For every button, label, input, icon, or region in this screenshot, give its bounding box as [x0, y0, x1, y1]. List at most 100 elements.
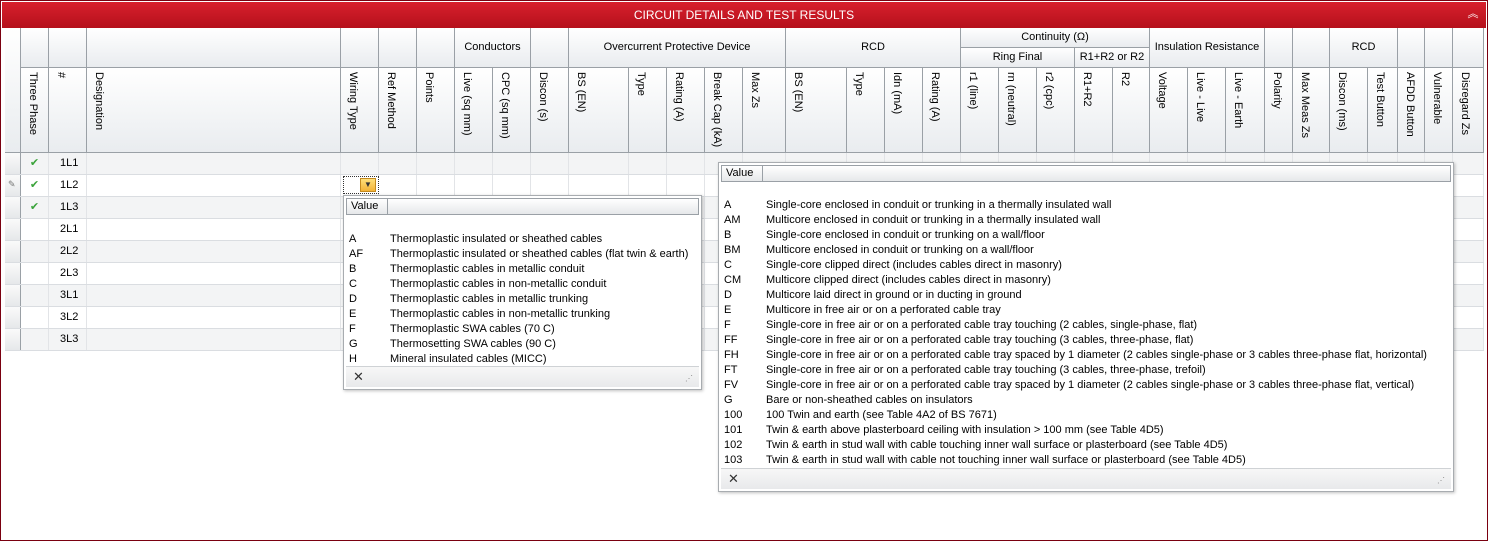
grid-cell[interactable] — [379, 175, 417, 196]
dropdown-option[interactable]: 101 Twin & earth above plasterboard ceili… — [724, 423, 1421, 438]
grid-cell[interactable] — [531, 153, 569, 174]
dropdown-option[interactable]: C Single-core clipped direct (includes ca… — [724, 258, 1421, 273]
grid-cell[interactable] — [417, 153, 455, 174]
grid-cell[interactable] — [455, 175, 493, 196]
grid-cell[interactable] — [379, 153, 417, 174]
column-header[interactable]: Idn (mA) — [885, 68, 923, 153]
grid-cell[interactable] — [417, 175, 455, 196]
column-header[interactable]: Live - Earth — [1226, 68, 1265, 153]
column-header[interactable]: R2 — [1113, 68, 1150, 153]
column-header[interactable]: R1+R2 — [1075, 68, 1113, 153]
dropdown-option[interactable]: G Thermosetting SWA cables (90 C) — [349, 337, 688, 352]
column-header[interactable]: Ref Method — [379, 68, 417, 153]
dropdown-option[interactable]: FF Single-core in free air or on a perfor… — [724, 333, 1421, 348]
grid-cell[interactable] — [87, 197, 341, 218]
column-header[interactable]: Wiring Type — [341, 68, 379, 153]
three-phase-cell[interactable] — [21, 263, 49, 284]
grid-cell[interactable] — [667, 153, 705, 174]
row-selector[interactable] — [5, 329, 21, 350]
grid-cell[interactable] — [87, 153, 341, 174]
grid-cell[interactable] — [87, 175, 341, 196]
column-header[interactable]: Live (sq mm) — [455, 68, 493, 153]
grid-cell[interactable] — [1453, 285, 1484, 306]
grid-cell[interactable] — [1453, 219, 1484, 240]
column-header[interactable]: Max Zs — [743, 68, 786, 153]
three-phase-cell[interactable] — [21, 285, 49, 306]
column-header[interactable]: Polarity — [1265, 68, 1293, 153]
row-selector[interactable] — [5, 307, 21, 328]
column-header[interactable]: Designation — [87, 68, 341, 153]
circuit-number-cell[interactable]: 2L3 — [49, 263, 87, 284]
grid-cell[interactable] — [87, 285, 341, 306]
dropdown-option[interactable]: D Thermoplastic cables in metallic trunki… — [349, 292, 688, 307]
circuit-number-cell[interactable]: 2L1 — [49, 219, 87, 240]
three-phase-cell[interactable] — [21, 329, 49, 350]
grid-cell[interactable] — [1453, 263, 1484, 284]
dropdown-option[interactable]: AM Multicore enclosed in conduit or trunk… — [724, 213, 1421, 228]
grid-cell[interactable] — [1453, 153, 1484, 174]
grid-cell[interactable] — [629, 175, 667, 196]
grid-cell[interactable] — [667, 241, 705, 262]
column-header[interactable]: Type — [847, 68, 885, 153]
dropdown-option[interactable]: F Single-core in free air or on a perfora… — [724, 318, 1421, 333]
dropdown-option[interactable]: BM Multicore enclosed in conduit or trunk… — [724, 243, 1421, 258]
grid-cell[interactable] — [569, 175, 629, 196]
grid-cell[interactable] — [531, 175, 569, 196]
column-header[interactable]: Rating (A) — [923, 68, 961, 153]
three-phase-cell[interactable] — [21, 241, 49, 262]
dropdown-option[interactable]: 102 Twin & earth in stud wall with cable … — [724, 438, 1421, 453]
column-header[interactable]: Break Cap (kA) — [705, 68, 743, 153]
column-header[interactable]: Discon (s) — [531, 68, 569, 153]
column-header[interactable]: # — [49, 68, 87, 153]
resize-grip-icon[interactable]: ⋰ — [685, 374, 693, 383]
column-header[interactable]: Vulnerable — [1425, 68, 1453, 153]
dropdown-option[interactable]: 100 100 Twin and earth (see Table 4A2 of … — [724, 408, 1421, 423]
three-phase-cell[interactable]: ✔ — [21, 175, 49, 196]
dropdown-option[interactable]: FV Single-core in free air or on a perfor… — [724, 378, 1421, 393]
grid-cell[interactable] — [1453, 175, 1484, 196]
grid-cell[interactable] — [87, 329, 341, 350]
column-header[interactable]: Live - Live — [1188, 68, 1226, 153]
dropdown-option[interactable]: A Thermoplastic insulated or sheathed cab… — [349, 232, 688, 247]
row-selector[interactable] — [5, 263, 21, 284]
resize-grip-icon[interactable]: ⋰ — [1437, 476, 1445, 485]
column-header[interactable]: Max Meas Zs — [1293, 68, 1330, 153]
column-header[interactable]: Test Button — [1368, 68, 1398, 153]
dropdown-option[interactable]: G Bare or non-sheathed cables on insulato… — [724, 393, 1421, 408]
dropdown-option[interactable]: FH Single-core in free air or on a perfor… — [724, 348, 1427, 363]
double-chevron-up-icon[interactable]: ︽ — [1467, 8, 1479, 20]
three-phase-cell[interactable]: ✔ — [21, 197, 49, 218]
grid-cell[interactable] — [1453, 329, 1484, 350]
dropdown-option[interactable]: H Mineral insulated cables (MICC) — [349, 352, 688, 367]
dropdown-option[interactable]: F Thermoplastic SWA cables (70 C) — [349, 322, 688, 337]
column-header[interactable]: Discon (ms) — [1330, 68, 1368, 153]
column-header[interactable]: Rating (A) — [667, 68, 705, 153]
grid-cell[interactable] — [667, 285, 705, 306]
grid-cell[interactable] — [87, 263, 341, 284]
grid-cell[interactable] — [667, 263, 705, 284]
column-header[interactable]: Three Phase — [21, 68, 49, 153]
circuit-number-cell[interactable]: 3L2 — [49, 307, 87, 328]
dropdown-option[interactable]: B Thermoplastic cables in metallic condui… — [349, 262, 688, 277]
dropdown-option[interactable]: AF Thermoplastic insulated or sheathed ca… — [349, 247, 688, 262]
grid-cell[interactable] — [1453, 307, 1484, 328]
three-phase-cell[interactable]: ✔ — [21, 153, 49, 174]
dropdown-option[interactable]: CM Multicore clipped direct (includes cab… — [724, 273, 1421, 288]
column-header[interactable]: Type — [629, 68, 667, 153]
close-icon[interactable]: ✕ — [353, 369, 364, 384]
dropdown-option[interactable]: B Single-core enclosed in conduit or trun… — [724, 228, 1421, 243]
grid-cell[interactable] — [1453, 197, 1484, 218]
three-phase-cell[interactable] — [21, 219, 49, 240]
grid-cell[interactable] — [667, 329, 705, 350]
grid-cell[interactable] — [667, 175, 705, 196]
circuit-number-cell[interactable]: 1L3 — [49, 197, 87, 218]
circuit-number-cell[interactable]: 2L2 — [49, 241, 87, 262]
row-selector[interactable] — [5, 241, 21, 262]
grid-cell[interactable] — [667, 197, 705, 218]
grid-cell[interactable] — [87, 219, 341, 240]
circuit-number-cell[interactable]: 1L2 — [49, 175, 87, 196]
dropdown-option[interactable]: D Multicore laid direct in ground or in d… — [724, 288, 1421, 303]
dropdown-option[interactable]: A Single-core enclosed in conduit or trun… — [724, 198, 1421, 213]
dropdown-option[interactable]: FT Single-core in free air or on a perfor… — [724, 363, 1421, 378]
wiring-type-dropdown[interactable]: ▼ — [343, 176, 379, 194]
